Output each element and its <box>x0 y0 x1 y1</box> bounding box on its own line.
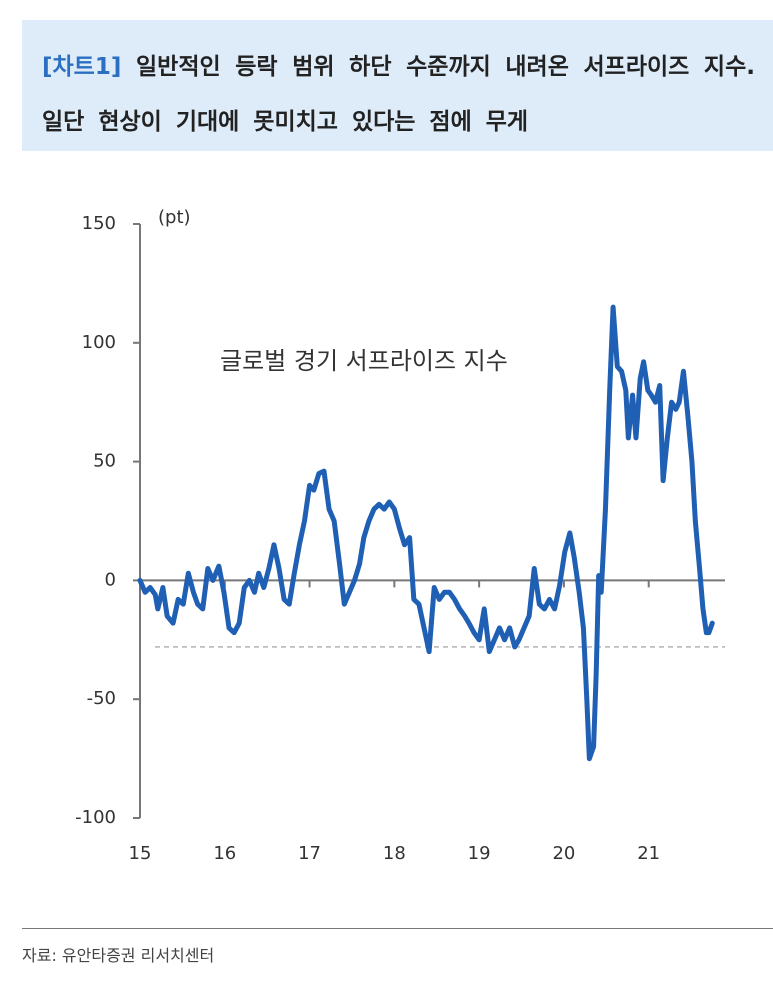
chart: (pt) 글로벌 경기 서프라이즈 지수 150 100 50 0 -50 -100 15 1… <box>75 207 725 864</box>
x-tick-label: 21 <box>637 843 660 864</box>
y-tick-label: 150 <box>82 213 116 234</box>
y-tick-label: 100 <box>82 332 116 353</box>
x-tick-label: 18 <box>383 843 406 864</box>
series-line <box>137 304 715 762</box>
title-box: [차트1] 일반적인 등락 범위 하단 수준까지 내려온 서프라이즈 지수. 일… <box>22 20 773 151</box>
y-unit: (pt) <box>158 207 191 228</box>
x-tick-label: 16 <box>213 843 236 864</box>
title-tag: [차트1] <box>42 54 122 80</box>
x-tick-label: 17 <box>298 843 321 864</box>
x-tick-label: 19 <box>468 843 491 864</box>
y-tick-label: -100 <box>75 807 116 828</box>
title: 일반적인 등락 범위 하단 수준까지 내려온 서프라이즈 지수. 일단 현상이 … <box>42 54 755 135</box>
source: 자료: 유안타증권 리서치센터 <box>22 946 215 965</box>
y-tick-label: -50 <box>87 688 116 709</box>
annotation: 글로벌 경기 서프라이즈 지수 <box>220 347 508 375</box>
x-tick-label: 20 <box>552 843 575 864</box>
x-tick-label: 15 <box>129 843 152 864</box>
y-tick-label: 0 <box>105 569 116 590</box>
divider <box>22 928 773 929</box>
y-tick-label: 50 <box>93 451 116 472</box>
